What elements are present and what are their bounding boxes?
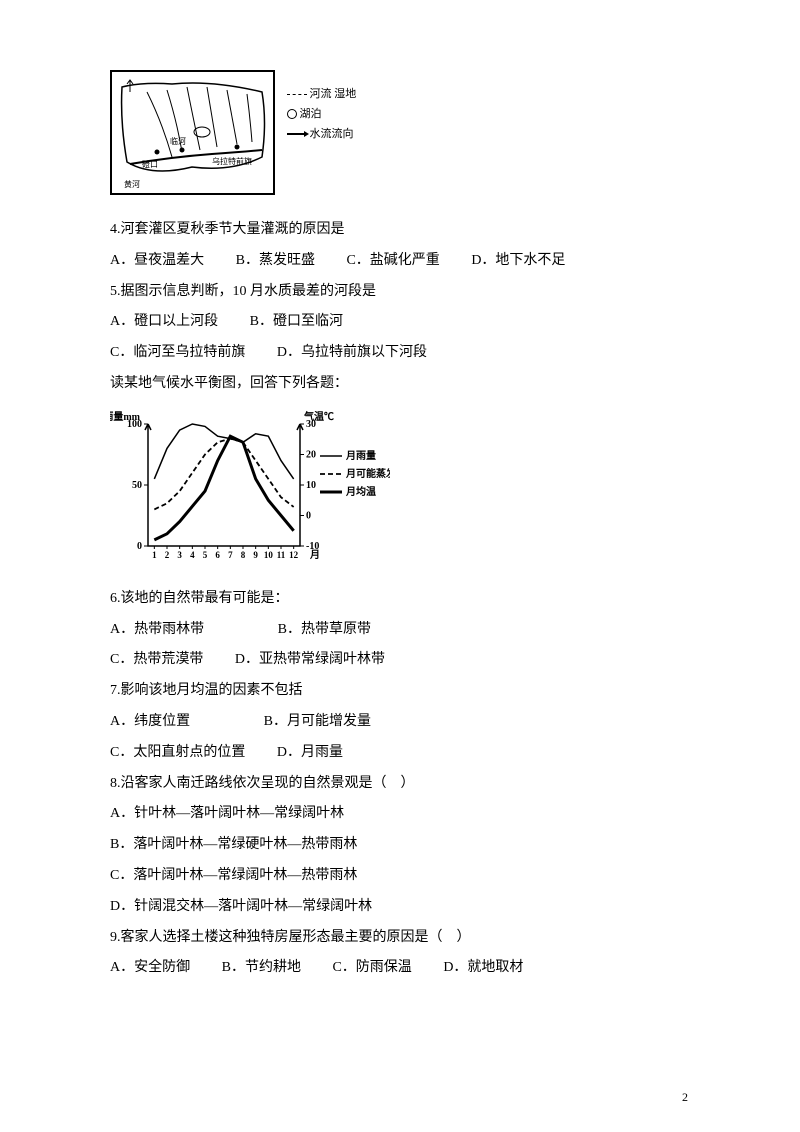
- q7-options-1: A．纬度位置 B．月可能增发量: [110, 707, 690, 738]
- q9-opt-d: D．就地取材: [443, 960, 523, 975]
- q5-opt-b: B．磴口至临河: [250, 314, 343, 329]
- q9-text: 9.客家人选择土楼这种独特房屋形态最主要的原因是（ ）: [110, 923, 690, 954]
- svg-text:4: 4: [190, 550, 195, 560]
- q7-opt-d: D．月雨量: [277, 745, 343, 760]
- svg-text:0: 0: [137, 541, 142, 552]
- svg-text:50: 50: [132, 480, 142, 491]
- q9-opt-c: C．防雨保温: [332, 960, 411, 975]
- legend-lake: 湖泊: [300, 108, 322, 120]
- q6-options-2: C．热带荒漠带 D．亚热带常绿阔叶林带: [110, 645, 690, 676]
- map-legend: 河流 湿地 湖泊 水流流向: [287, 70, 357, 144]
- q4-opt-b: B．蒸发旺盛: [236, 253, 315, 268]
- q6-text: 6.该地的自然带最有可能是：: [110, 584, 690, 615]
- q9-opt-b: B．节约耕地: [222, 960, 301, 975]
- q5-opt-c: C．临河至乌拉特前旗: [110, 345, 245, 360]
- q8-opt-d: D．针阔混交林—落叶阔叶林—常绿阔叶林: [110, 892, 690, 923]
- svg-text:9: 9: [253, 550, 258, 560]
- chart-svg: 降雨量mm气温℃050100-100102030123456789101112月…: [110, 406, 390, 576]
- q5-text: 5.据图示信息判断，10 月水质最差的河段是: [110, 277, 690, 308]
- q5-options-1: A．磴口以上河段 B．磴口至临河: [110, 307, 690, 338]
- q8-opt-c: C．落叶阔叶林—常绿阔叶林—热带雨林: [110, 861, 690, 892]
- q5-opt-d: D．乌拉特前旗以下河段: [277, 345, 427, 360]
- climate-chart: 降雨量mm气温℃050100-100102030123456789101112月…: [110, 406, 390, 576]
- svg-text:月均温: 月均温: [345, 485, 376, 498]
- q6-opt-d: D．亚热带常绿阔叶林带: [235, 652, 385, 667]
- q9-options: A．安全防御 B．节约耕地 C．防雨保温 D．就地取材: [110, 953, 690, 984]
- q6-opt-b: B．热带草原带: [278, 622, 371, 637]
- page-number: 2: [682, 1084, 688, 1110]
- q8-text: 8.沿客家人南迁路线依次呈现的自然景观是（ ）: [110, 769, 690, 800]
- question-8: 8.沿客家人南迁路线依次呈现的自然景观是（ ） A．针叶林—落叶阔叶林—常绿阔叶…: [110, 769, 690, 923]
- svg-text:8: 8: [241, 550, 246, 560]
- q4-options: A．昼夜温差大 B．蒸发旺盛 C．盐碱化严重 D．地下水不足: [110, 246, 690, 277]
- q9-opt-a: A．安全防御: [110, 960, 190, 975]
- q8-opt-b: B．落叶阔叶林—常绿硬叶林—热带雨林: [110, 830, 690, 861]
- question-6: 6.该地的自然带最有可能是： A．热带雨林带 B．热带草原带 C．热带荒漠带 D…: [110, 584, 690, 676]
- q5-opt-a: A．磴口以上河段: [110, 314, 218, 329]
- question-4: 4.河套灌区夏秋季节大量灌溉的原因是 A．昼夜温差大 B．蒸发旺盛 C．盐碱化严…: [110, 215, 690, 277]
- q7-opt-b: B．月可能增发量: [264, 714, 371, 729]
- svg-text:5: 5: [203, 550, 208, 560]
- legend-flow: 水流流向: [310, 128, 354, 140]
- svg-text:3: 3: [177, 550, 182, 560]
- q4-text: 4.河套灌区夏秋季节大量灌溉的原因是: [110, 215, 690, 246]
- q4-opt-d: D．地下水不足: [471, 253, 565, 268]
- map-box: 磴口 临河 乌拉特前旗 黄河: [110, 70, 275, 195]
- svg-text:20: 20: [306, 449, 316, 460]
- svg-text:0: 0: [306, 510, 311, 521]
- svg-text:黄河: 黄河: [124, 179, 140, 189]
- svg-text:2: 2: [165, 550, 170, 560]
- legend-river: 河流 湿地: [310, 88, 357, 100]
- q6-opt-a: A．热带雨林带: [110, 622, 204, 637]
- svg-text:7: 7: [228, 550, 233, 560]
- svg-text:月可能蒸发量: 月可能蒸发量: [345, 467, 390, 480]
- svg-text:10: 10: [306, 480, 316, 491]
- q7-opt-a: A．纬度位置: [110, 714, 190, 729]
- intro-6: 读某地气候水平衡图，回答下列各题：: [110, 369, 690, 400]
- svg-text:10: 10: [264, 550, 274, 560]
- question-7: 7.影响该地月均温的因素不包括 A．纬度位置 B．月可能增发量 C．太阳直射点的…: [110, 676, 690, 768]
- map-svg: 磴口 临河 乌拉特前旗 黄河: [112, 72, 277, 197]
- svg-text:月雨量: 月雨量: [345, 449, 376, 462]
- map-label-wulate: 乌拉特前旗: [212, 156, 252, 166]
- svg-text:12: 12: [289, 550, 299, 560]
- q7-opt-c: C．太阳直射点的位置: [110, 745, 245, 760]
- q7-text: 7.影响该地月均温的因素不包括: [110, 676, 690, 707]
- q8-opt-a: A．针叶林—落叶阔叶林—常绿阔叶林: [110, 799, 690, 830]
- question-5: 5.据图示信息判断，10 月水质最差的河段是 A．磴口以上河段 B．磴口至临河 …: [110, 277, 690, 369]
- map-label-cizhi: 磴口: [142, 159, 158, 169]
- svg-text:11: 11: [277, 550, 286, 560]
- svg-text:1: 1: [152, 550, 157, 560]
- svg-text:月: 月: [309, 549, 320, 561]
- q6-opt-c: C．热带荒漠带: [110, 652, 203, 667]
- map-figure: 磴口 临河 乌拉特前旗 黄河 河流 湿地 湖泊 水流流向: [110, 70, 370, 205]
- q7-options-2: C．太阳直射点的位置 D．月雨量: [110, 738, 690, 769]
- q4-opt-c: C．盐碱化严重: [346, 253, 439, 268]
- svg-text:6: 6: [215, 550, 220, 560]
- question-9: 9.客家人选择土楼这种独特房屋形态最主要的原因是（ ） A．安全防御 B．节约耕…: [110, 923, 690, 985]
- map-label-linhe: 临河: [170, 136, 186, 146]
- q6-options-1: A．热带雨林带 B．热带草原带: [110, 615, 690, 646]
- svg-text:100: 100: [127, 419, 142, 430]
- q4-opt-a: A．昼夜温差大: [110, 253, 204, 268]
- q5-options-2: C．临河至乌拉特前旗 D．乌拉特前旗以下河段: [110, 338, 690, 369]
- svg-text:30: 30: [306, 419, 316, 430]
